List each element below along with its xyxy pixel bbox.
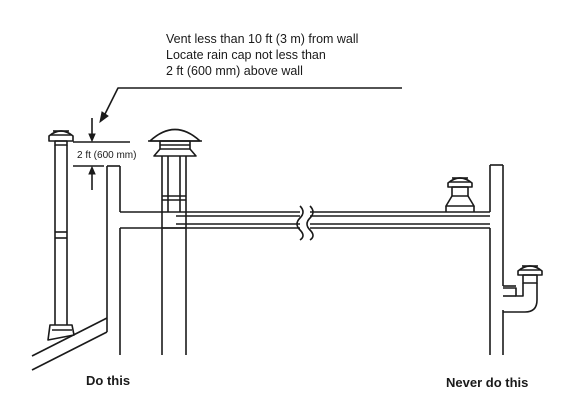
roof-slope xyxy=(31,317,108,371)
dimension-markers xyxy=(73,118,130,190)
building-wall xyxy=(106,165,121,355)
note-line-3: 2 ft (600 mm) above wall xyxy=(166,64,303,78)
left-vent-pipe xyxy=(47,130,75,341)
horizontal-roof-break xyxy=(120,205,490,241)
right-lower-vent xyxy=(503,265,543,313)
note-leader-line xyxy=(103,87,402,117)
caption-never-do-this: Never do this xyxy=(446,375,529,390)
right-building-wall xyxy=(445,164,504,355)
center-vent-pipe xyxy=(148,128,202,355)
caption-do-this: Do this xyxy=(86,373,131,388)
dimension-label: 2 ft (600 mm) xyxy=(77,150,137,161)
note-line-2: Locate rain cap not less than xyxy=(166,48,326,62)
right-upper-vent xyxy=(445,177,475,212)
note-line-1: Vent less than 10 ft (3 m) from wall xyxy=(166,32,359,46)
leader-arrowhead xyxy=(99,111,109,124)
